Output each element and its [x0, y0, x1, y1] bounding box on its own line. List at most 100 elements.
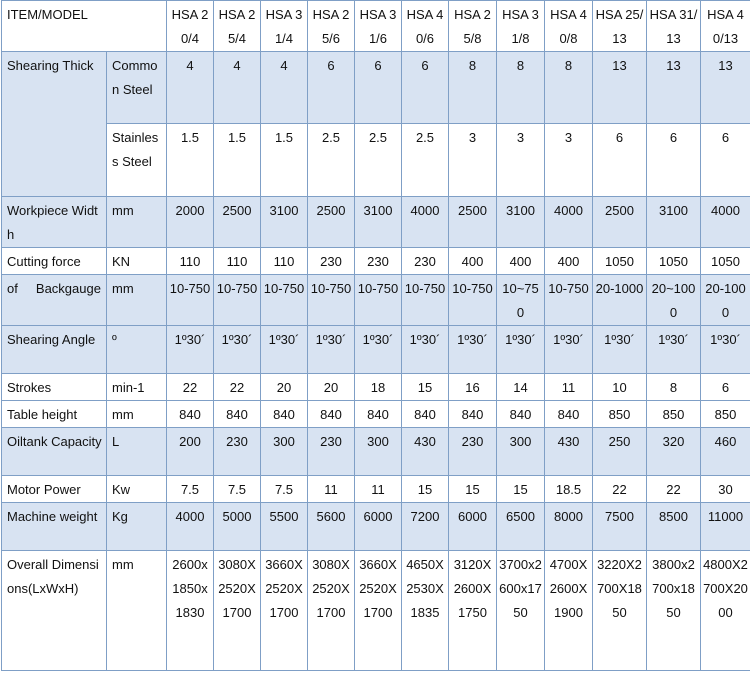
- spec-row: Oiltank Capacity L 200 230 300 230 300 430 230 30…: [1, 427, 750, 476]
- spec-row: Cutting force KN 110 110 110 230 230 230 400 400 4…: [1, 247, 750, 275]
- value-cell: 11: [354, 475, 402, 503]
- value-cell: 3100: [646, 196, 701, 248]
- value-cell: 20-1000: [592, 274, 647, 326]
- value-cell: 2.5: [307, 123, 355, 197]
- value-cell: 4: [213, 51, 261, 124]
- row-label: Oiltank Capacity: [1, 427, 107, 476]
- value-cell: 2500: [213, 196, 261, 248]
- model-header: HSA 25/4: [213, 0, 261, 52]
- model-header: HSA 40/6: [401, 0, 449, 52]
- value-cell: 3660X2520X1700: [260, 550, 308, 671]
- unit-cell: mm: [106, 550, 167, 671]
- value-cell: 10-750: [166, 274, 214, 326]
- row-label: of Backgauge: [1, 274, 107, 326]
- value-cell: 2600x1850x1830: [166, 550, 214, 671]
- value-cell: 10~750: [496, 274, 545, 326]
- value-cell: 7.5: [166, 475, 214, 503]
- spec-row: Stainless Steel 1.5 1.5 1.5 2.5 2.5 2.5 3 3 3 6 6 6: [2, 123, 750, 197]
- value-cell: 15: [401, 475, 449, 503]
- model-header: HSA 31/8: [496, 0, 545, 52]
- value-cell: 200: [166, 427, 214, 476]
- row-label: Strokes: [1, 373, 107, 401]
- value-cell: 8000: [544, 502, 593, 551]
- value-cell: 10-750: [544, 274, 593, 326]
- spec-row: Motor Power Kw 7.5 7.5 7.5 11 11 15 15 15 18.5 22 22…: [1, 475, 750, 503]
- value-cell: 13: [646, 51, 701, 124]
- model-header: HSA 40/8: [544, 0, 593, 52]
- value-cell: 1º30´: [700, 325, 750, 374]
- value-cell: 300: [354, 427, 402, 476]
- model-header: HSA 31/4: [260, 0, 308, 52]
- value-cell: 840: [401, 400, 449, 428]
- value-cell: 2000: [166, 196, 214, 248]
- unit-cell: KN: [106, 247, 167, 275]
- value-cell: 3080X2520X1700: [307, 550, 355, 671]
- value-cell: 8500: [646, 502, 701, 551]
- unit-cell: mm: [106, 274, 167, 326]
- value-cell: 850: [700, 400, 750, 428]
- unit-cell: º: [106, 325, 167, 374]
- model-header: HSA 31/13: [646, 0, 701, 52]
- value-cell: 7.5: [260, 475, 308, 503]
- value-cell: 3100: [260, 196, 308, 248]
- value-cell: 20~1000: [646, 274, 701, 326]
- value-cell: 1º30´: [544, 325, 593, 374]
- value-cell: 850: [592, 400, 647, 428]
- value-cell: 850: [646, 400, 701, 428]
- value-cell: 3: [496, 123, 545, 197]
- value-cell: 1º30´: [213, 325, 261, 374]
- value-cell: 110: [260, 247, 308, 275]
- header-row: ITEM/MODEL HSA 20/4 HSA 25/4 HSA 31/4 HS…: [1, 0, 750, 52]
- value-cell: 6: [592, 123, 647, 197]
- value-cell: 8: [448, 51, 497, 124]
- value-cell: 16: [448, 373, 497, 401]
- value-cell: 15: [401, 373, 449, 401]
- value-cell: 300: [260, 427, 308, 476]
- value-cell: 400: [496, 247, 545, 275]
- value-cell: 6: [700, 123, 750, 197]
- value-cell: 1º30´: [496, 325, 545, 374]
- value-cell: 5000: [213, 502, 261, 551]
- value-cell: 14: [496, 373, 545, 401]
- value-cell: 840: [544, 400, 593, 428]
- value-cell: 2.5: [401, 123, 449, 197]
- row-label: Shearing Thick: [1, 51, 107, 197]
- spec-row: Shearing Thick Common Steel 4 4 4 6 6 6 8 8 8 13 13 1…: [1, 51, 750, 197]
- value-cell: 22: [592, 475, 647, 503]
- row-label: Table height: [1, 400, 107, 428]
- value-cell: 1º30´: [401, 325, 449, 374]
- value-cell: 4000: [401, 196, 449, 248]
- value-cell: 840: [213, 400, 261, 428]
- value-cell: 3: [448, 123, 497, 197]
- value-cell: 1º30´: [646, 325, 701, 374]
- unit-cell: Common Steel: [106, 51, 167, 124]
- value-cell: 3080X2520X1700: [213, 550, 261, 671]
- unit-cell: mm: [106, 400, 167, 428]
- value-cell: 7500: [592, 502, 647, 551]
- value-cell: 4700X2600X1900: [544, 550, 593, 671]
- row-label: Cutting force: [1, 247, 107, 275]
- spec-row: Overall Dimensions(LxWxH) mm 2600x1850x183…: [1, 550, 750, 671]
- model-header: HSA 25/6: [307, 0, 355, 52]
- value-cell: 11: [544, 373, 593, 401]
- value-cell: 8: [646, 373, 701, 401]
- value-cell: 4000: [166, 502, 214, 551]
- row-label: Shearing Angle: [1, 325, 107, 374]
- value-cell: 460: [700, 427, 750, 476]
- unit-cell: Kw: [106, 475, 167, 503]
- value-cell: 4: [166, 51, 214, 124]
- value-cell: 3120X2600X1750: [448, 550, 497, 671]
- spec-row: Table height mm 840 840 840 840 840 840 840 840 84…: [1, 400, 750, 428]
- spec-row: Machine weight Kg 4000 5000 5500 5600 6000 7200…: [1, 502, 750, 551]
- value-cell: 840: [448, 400, 497, 428]
- value-cell: 7.5: [213, 475, 261, 503]
- value-cell: 4800X2700X2000: [700, 550, 750, 671]
- value-cell: 4000: [700, 196, 750, 248]
- value-cell: 1º30´: [307, 325, 355, 374]
- value-cell: 8: [496, 51, 545, 124]
- row-label: Machine weight: [1, 502, 107, 551]
- unit-cell: L: [106, 427, 167, 476]
- value-cell: 5600: [307, 502, 355, 551]
- value-cell: 3800x2700x1850: [646, 550, 701, 671]
- value-cell: 1º30´: [166, 325, 214, 374]
